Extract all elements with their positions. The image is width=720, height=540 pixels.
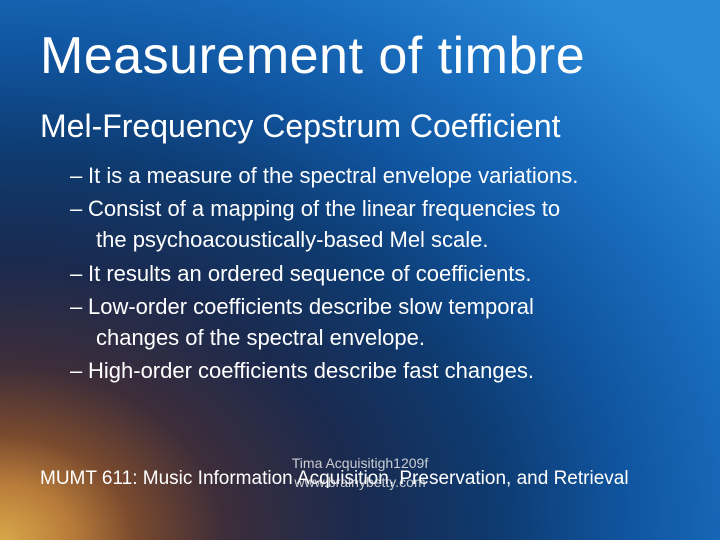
- bullet-text: Low-order coefficients describe slow tem…: [88, 294, 534, 319]
- bullet-text: High-order coefficients describe fast ch…: [88, 358, 534, 383]
- attribution-line2: www.brainybetty.com: [0, 473, 720, 492]
- bullet-text: It is a measure of the spectral envelope…: [88, 163, 578, 188]
- bullet-dash-icon: –: [70, 258, 88, 289]
- bullet-dash-icon: –: [70, 291, 88, 322]
- list-item: –High-order coefficients describe fast c…: [70, 355, 680, 386]
- list-item: –It results an ordered sequence of coeff…: [70, 258, 680, 289]
- bullet-text-cont: changes of the spectral envelope.: [70, 322, 680, 353]
- slide-subtitle: Mel-Frequency Cepstrum Coefficient: [40, 108, 680, 145]
- attribution-line1: Tima Acquisitigh1209f: [0, 454, 720, 473]
- list-item: –It is a measure of the spectral envelop…: [70, 160, 680, 191]
- bullet-list: –It is a measure of the spectral envelop…: [70, 160, 680, 389]
- list-item: –Consist of a mapping of the linear freq…: [70, 193, 680, 255]
- bullet-dash-icon: –: [70, 193, 88, 224]
- slide: Measurement of timbre Mel-Frequency Ceps…: [0, 0, 720, 540]
- bullet-dash-icon: –: [70, 355, 88, 386]
- list-item: –Low-order coefficients describe slow te…: [70, 291, 680, 353]
- attribution: Tima Acquisitigh1209f www.brainybetty.co…: [0, 454, 720, 492]
- bullet-text-cont: the psychoacoustically-based Mel scale.: [70, 224, 680, 255]
- slide-title: Measurement of timbre: [40, 26, 680, 86]
- bullet-text: Consist of a mapping of the linear frequ…: [88, 196, 560, 221]
- bullet-dash-icon: –: [70, 160, 88, 191]
- bullet-text: It results an ordered sequence of coeffi…: [88, 261, 532, 286]
